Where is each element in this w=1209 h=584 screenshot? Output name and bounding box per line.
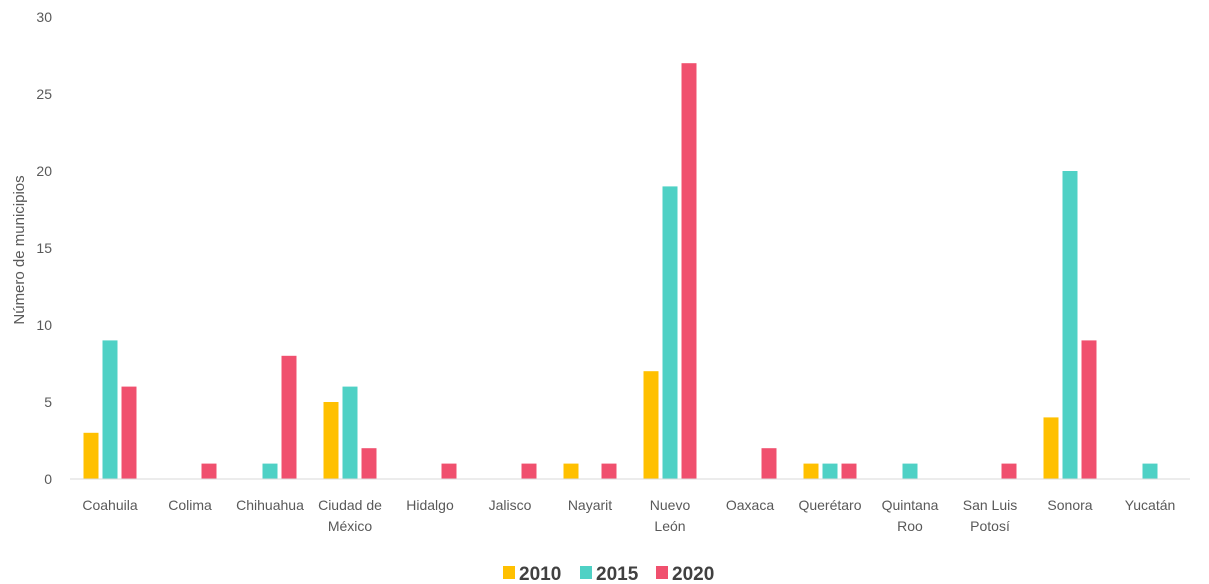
bar-2015 bbox=[102, 340, 118, 479]
y-tick-label: 5 bbox=[44, 394, 52, 410]
bar-2015 bbox=[1142, 463, 1158, 479]
x-category-label: Nuevo bbox=[650, 497, 691, 513]
x-category-label: Coahuila bbox=[82, 497, 137, 513]
x-category-label: Hidalgo bbox=[406, 497, 454, 513]
bar-2020 bbox=[281, 355, 297, 479]
y-tick-label: 15 bbox=[36, 240, 52, 256]
legend-label: 2020 bbox=[672, 564, 714, 584]
bar-2010 bbox=[643, 371, 659, 479]
y-axis-label: Número de municipios bbox=[11, 175, 28, 324]
x-category-label: Yucatán bbox=[1125, 497, 1176, 513]
bar-2020 bbox=[361, 448, 377, 479]
y-tick-label: 30 bbox=[36, 9, 52, 25]
bar-2020 bbox=[1081, 340, 1097, 479]
bar-2020 bbox=[201, 463, 217, 479]
legend-label: 2010 bbox=[519, 564, 561, 584]
y-axis-ticks: 0 5 10 15 20 25 30 bbox=[36, 9, 52, 487]
bar-2010 bbox=[323, 402, 339, 479]
bar-2020 bbox=[841, 463, 857, 479]
bar-2010 bbox=[563, 463, 579, 479]
bar-2020 bbox=[121, 386, 137, 479]
legend-swatch-2020 bbox=[656, 566, 668, 579]
y-tick-label: 20 bbox=[36, 163, 52, 179]
x-category-label: Roo bbox=[897, 518, 923, 534]
y-tick-label: 25 bbox=[36, 86, 52, 102]
x-category-label: Ciudad de bbox=[318, 497, 382, 513]
legend-swatch-2015 bbox=[580, 566, 592, 579]
bar-2010 bbox=[803, 463, 819, 479]
bars bbox=[83, 63, 1158, 479]
bar-2010 bbox=[1043, 417, 1059, 479]
x-category-label: Nayarit bbox=[568, 497, 612, 513]
x-category-label: México bbox=[328, 518, 373, 534]
x-category-label: Quintana bbox=[882, 497, 939, 513]
legend: 2010 2015 2020 bbox=[503, 564, 714, 584]
legend-swatch-2010 bbox=[503, 566, 515, 579]
legend-label: 2015 bbox=[596, 564, 639, 584]
bar-2015 bbox=[1062, 171, 1078, 479]
x-category-label: Querétaro bbox=[798, 497, 861, 513]
bar-2020 bbox=[441, 463, 457, 479]
bar-2020 bbox=[761, 448, 777, 479]
bar-2020 bbox=[1001, 463, 1017, 479]
bar-2015 bbox=[822, 463, 838, 479]
x-category-label: Colima bbox=[168, 497, 212, 513]
x-axis: Coahuila Colima Chihuahua Ciudad de México Hi… bbox=[70, 478, 1190, 534]
bar-2020 bbox=[681, 63, 697, 479]
bar-2020 bbox=[521, 463, 537, 479]
y-axis-label-group: Número de municipios bbox=[11, 175, 28, 324]
x-category-label: San Luis bbox=[963, 497, 1017, 513]
x-category-label: León bbox=[654, 518, 685, 534]
x-category-label: Potosí bbox=[970, 518, 1010, 534]
x-category-label: Sonora bbox=[1047, 497, 1092, 513]
bar-2010 bbox=[83, 432, 99, 479]
bar-2015 bbox=[342, 386, 358, 479]
x-category-label: Oaxaca bbox=[726, 497, 774, 513]
bar-2015 bbox=[902, 463, 918, 479]
y-tick-label: 10 bbox=[36, 317, 52, 333]
bar-2015 bbox=[262, 463, 278, 479]
bar-2020 bbox=[601, 463, 617, 479]
bar-2015 bbox=[662, 186, 678, 479]
x-category-label: Jalisco bbox=[489, 497, 532, 513]
y-tick-label: 0 bbox=[44, 471, 52, 487]
x-category-label: Chihuahua bbox=[236, 497, 304, 513]
